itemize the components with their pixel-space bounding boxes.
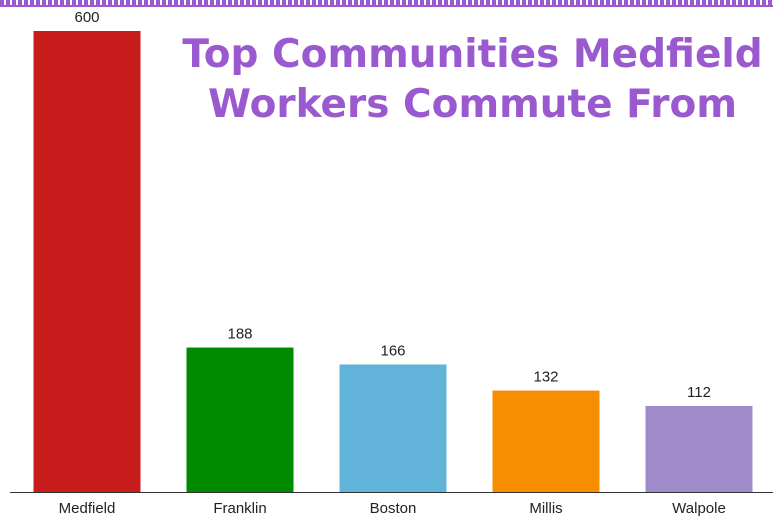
value-label-walpole: 112 xyxy=(687,384,711,401)
value-label-franklin: 188 xyxy=(227,326,252,343)
category-label-walpole: Walpole xyxy=(672,500,726,517)
category-labels-group: Medfield Franklin Boston Millis Walpole xyxy=(59,500,726,517)
bar-franklin xyxy=(186,347,294,492)
bar-medfield xyxy=(33,31,141,492)
bars-group xyxy=(33,31,753,492)
category-label-millis: Millis xyxy=(529,500,562,517)
bar-millis xyxy=(492,390,600,492)
value-label-boston: 166 xyxy=(380,342,405,359)
bar-boston xyxy=(339,364,447,492)
value-labels-group: 600 188 166 132 112 xyxy=(74,9,710,401)
value-label-millis: 132 xyxy=(533,369,558,386)
category-label-boston: Boston xyxy=(370,500,417,517)
bar-walpole xyxy=(645,405,753,492)
dotted-top-border xyxy=(0,0,773,7)
category-label-franklin: Franklin xyxy=(213,500,266,517)
chart-title: Top Communities Medfield Workers Commute… xyxy=(182,32,763,127)
category-label-medfield: Medfield xyxy=(59,500,116,517)
value-label-medfield: 600 xyxy=(74,9,99,26)
